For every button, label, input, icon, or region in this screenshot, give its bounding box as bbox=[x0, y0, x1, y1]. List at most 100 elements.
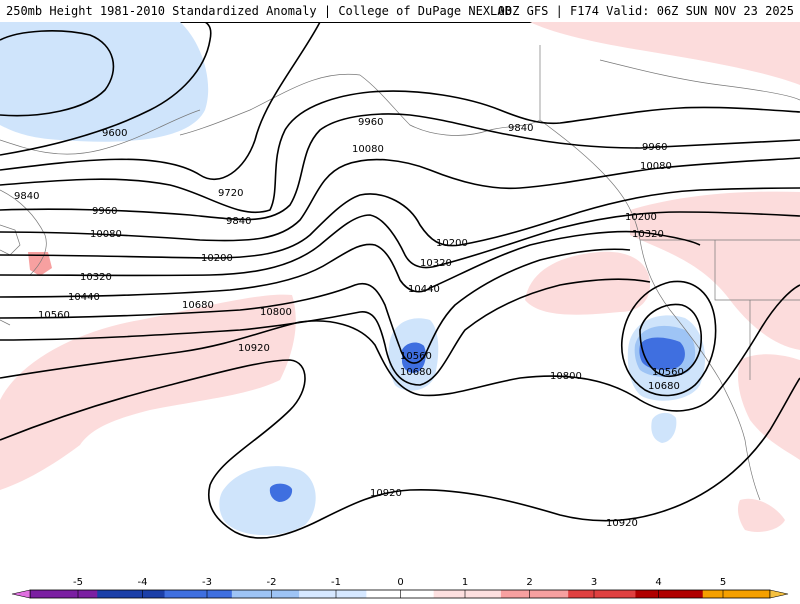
colorbar-swatch bbox=[186, 590, 210, 598]
contour-10200 bbox=[0, 187, 800, 259]
positive-anomaly-west bbox=[0, 294, 296, 490]
colorbar-swatch bbox=[725, 590, 749, 598]
contour-label: 10320 bbox=[632, 229, 664, 240]
contour-label: 10800 bbox=[260, 307, 292, 318]
contour-label: 9840 bbox=[14, 191, 39, 202]
contour-label: 10560 bbox=[38, 310, 70, 321]
contour-label: 10080 bbox=[640, 161, 672, 172]
map-header: 250mb Height 1981-2010 Standardized Anom… bbox=[0, 0, 800, 23]
contour-9600 bbox=[0, 22, 212, 156]
contour-label: 9960 bbox=[358, 117, 383, 128]
colorbar-swatch bbox=[545, 590, 569, 598]
colorbar-swatch bbox=[30, 590, 53, 598]
colorbar-swatch bbox=[299, 590, 323, 598]
colorbar-swatch bbox=[523, 590, 547, 598]
positive-anomaly-japan bbox=[28, 252, 52, 276]
contour-label: 10920 bbox=[238, 343, 270, 354]
colorbar-tick-label: 2 bbox=[526, 577, 532, 588]
colorbar-swatch bbox=[702, 590, 726, 598]
contour-label: 10080 bbox=[352, 144, 384, 155]
contour-label: 10200 bbox=[201, 253, 233, 264]
contour-label: 9840 bbox=[226, 216, 251, 227]
colorbar-tick-label: -5 bbox=[73, 577, 83, 588]
colorbar-tick-label: 3 bbox=[591, 577, 597, 588]
colorbar-swatch bbox=[613, 590, 636, 598]
contour-label: 10440 bbox=[68, 292, 100, 303]
colorbar-extend-high bbox=[769, 589, 789, 599]
contour-9840-west bbox=[0, 90, 800, 214]
contour-label: 9600 bbox=[102, 128, 127, 139]
contour-9720 bbox=[0, 22, 321, 181]
colorbar-tick-label: 1 bbox=[462, 577, 468, 588]
contour-10080 bbox=[0, 157, 800, 242]
negative-anomaly-low-dark bbox=[639, 337, 685, 370]
map-title: 250mb Height 1981-2010 Standardized Anom… bbox=[6, 4, 512, 18]
contour-label: 9720 bbox=[218, 188, 243, 199]
colorbar-swatch bbox=[456, 590, 479, 598]
contour-label: 10560 bbox=[400, 351, 432, 362]
colorbar-swatch bbox=[276, 590, 300, 598]
contour-low-inner bbox=[639, 303, 702, 377]
negative-anomaly-south-dark bbox=[269, 483, 293, 502]
colorbar-swatch bbox=[74, 590, 98, 598]
colorbar-swatch bbox=[635, 590, 659, 598]
contour-label: 10440 bbox=[408, 284, 440, 295]
colorbar-swatch bbox=[433, 590, 457, 598]
contour-label: 9960 bbox=[92, 206, 117, 217]
colorbar-tick-label: 0 bbox=[397, 577, 403, 588]
contour-label: 10200 bbox=[436, 238, 468, 249]
colorbar-swatch bbox=[231, 590, 255, 598]
colorbar-swatch bbox=[478, 590, 502, 598]
colorbar-tick-label: -1 bbox=[331, 577, 341, 588]
contour-10920 bbox=[0, 359, 800, 539]
colorbar-tick-label: -3 bbox=[202, 577, 212, 588]
contour-label: 10800 bbox=[550, 371, 582, 382]
contour-nw-closed bbox=[0, 30, 115, 117]
contour-10680-west bbox=[0, 278, 651, 386]
colorbar-swatch bbox=[343, 590, 367, 598]
colorbar-swatch bbox=[680, 590, 704, 598]
colorbar-swatch bbox=[97, 590, 121, 598]
contour-10320 bbox=[0, 211, 800, 277]
contour-label: 10200 bbox=[625, 212, 657, 223]
contour-label: 10680 bbox=[648, 381, 680, 392]
colorbar-tick-label: 4 bbox=[655, 577, 661, 588]
negative-anomaly-trough-dark bbox=[402, 342, 426, 373]
colorbar-swatch bbox=[500, 590, 524, 598]
colorbar-tick-label: 5 bbox=[720, 577, 726, 588]
positive-anomaly-southeast-small bbox=[737, 498, 785, 532]
positive-anomaly-east-pacific bbox=[525, 251, 650, 315]
colorbar-extend-low bbox=[11, 589, 31, 599]
height-contours bbox=[0, 22, 800, 539]
colorbar-tick-label: -2 bbox=[267, 577, 277, 588]
contour-label: 10920 bbox=[370, 488, 402, 499]
colorbar-swatch bbox=[52, 590, 76, 598]
colorbar-swatch bbox=[747, 590, 771, 598]
colorbar-tick-label: -4 bbox=[138, 577, 148, 588]
colorbar-legend: -5 -4 -3 -2 -1 0 1 2 3 4 5 bbox=[0, 574, 800, 600]
contour-label: 10680 bbox=[400, 367, 432, 378]
coastlines bbox=[0, 45, 800, 501]
negative-anomaly-south-light bbox=[219, 466, 316, 536]
contour-labels: 9600 9720 9840 9960 10080 10200 10320 10… bbox=[14, 117, 684, 529]
colorbar-swatch bbox=[411, 590, 435, 598]
contour-label: 10920 bbox=[606, 518, 638, 529]
colorbar-swatch bbox=[119, 590, 143, 598]
colorbar-swatch bbox=[366, 590, 390, 598]
colorbar-swatch bbox=[209, 590, 233, 598]
contour-10560-trough bbox=[399, 248, 631, 364]
positive-anomaly-southeast bbox=[738, 354, 800, 460]
contour-label: 9960 bbox=[642, 142, 667, 153]
contour-9960 bbox=[0, 113, 800, 221]
contour-label: 10320 bbox=[80, 272, 112, 283]
colorbar-swatch bbox=[321, 590, 345, 598]
negative-anomaly-low-small bbox=[651, 412, 677, 443]
contour-10440 bbox=[0, 230, 701, 298]
contour-label: 10320 bbox=[420, 258, 452, 269]
positive-anomaly-northeast bbox=[530, 22, 800, 85]
contour-label: 10080 bbox=[90, 229, 122, 240]
colorbar-swatch bbox=[164, 590, 188, 598]
colorbar-swatch bbox=[142, 590, 166, 598]
negative-anomaly-northwest bbox=[0, 22, 209, 142]
contour-10560-west bbox=[0, 283, 401, 349]
